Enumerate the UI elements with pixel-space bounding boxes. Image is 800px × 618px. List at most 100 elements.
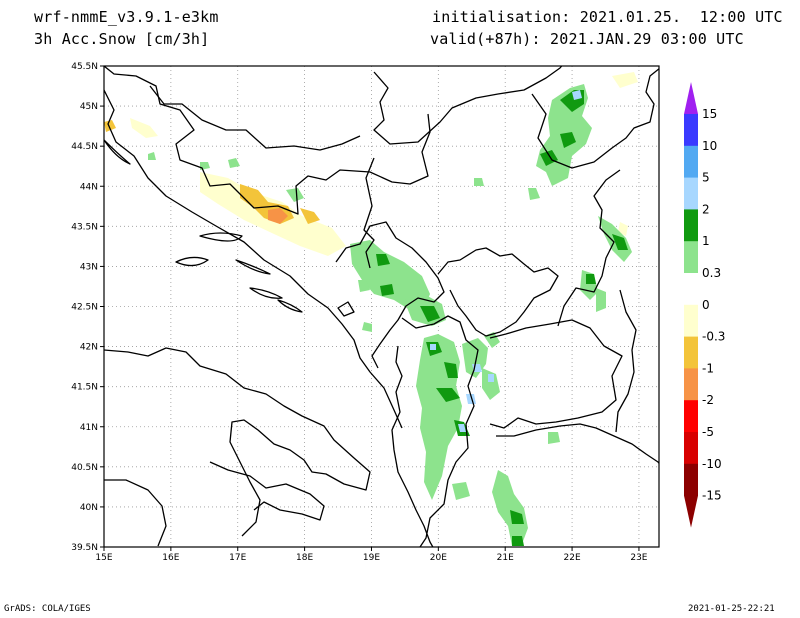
snow-field-dark-green: [540, 150, 558, 166]
snow-field-light-blue: [572, 90, 582, 100]
colorbar-segment: [684, 432, 698, 465]
lat-tick-label: 43.5N: [71, 222, 98, 232]
lon-tick-label: 18E: [296, 553, 313, 563]
lat-tick-label: 39.5N: [71, 543, 98, 553]
snow-field-dark-green: [444, 362, 458, 378]
colorbar-bottom-triangle: [684, 495, 698, 528]
snow-field-dark-green: [420, 306, 440, 322]
lat-tick-label: 45.5N: [71, 62, 98, 72]
colorbar: 15 10 5 2 1 0.3 0 -0.3 -1 -2 -5 -10 -15: [684, 82, 725, 528]
greece-border: [496, 423, 659, 465]
serbia-north: [373, 66, 563, 145]
snow-field-dark-green: [436, 388, 460, 402]
initialisation-time: initialisation: 2021.01.25. 12:00 UTC: [432, 8, 783, 26]
coastlines-borders: [104, 66, 659, 547]
colorbar-label: -10: [702, 457, 722, 471]
island-4: [249, 287, 283, 299]
lon-tick-label: 17E: [229, 553, 246, 563]
lat-tick-label: 40N: [80, 503, 98, 513]
colorbar-label: -1: [702, 361, 714, 375]
lon-tick-label: 20E: [430, 553, 447, 563]
bulgaria-border: [615, 289, 637, 433]
island-1: [199, 232, 243, 242]
snow-field-yellow: [300, 208, 320, 224]
snow-field-yellow: [104, 120, 116, 132]
snow-field-light-blue: [430, 344, 436, 350]
footer-timestamp: 2021-01-25-22:21: [688, 604, 775, 614]
colorbar-segment: [684, 400, 698, 433]
montenegro-border: [335, 221, 445, 369]
snow-fields: [104, 72, 638, 546]
lat-tick-label: 43N: [80, 262, 98, 272]
lon-tick-label: 23E: [630, 553, 647, 563]
colorbar-label: -5: [702, 425, 714, 439]
colorbar-segment: [684, 304, 698, 338]
colorbar-label: -2: [702, 393, 714, 407]
latitude-labels: 45.5N 45N 44.5N 44N 43.5N 43N 42.5N 42N 41.5N 41N…: [71, 62, 104, 553]
albania-coast: [391, 345, 434, 547]
colorbar-segment: [684, 241, 698, 274]
colorbar-label: 5: [702, 171, 710, 185]
lat-tick-label: 41.5N: [71, 383, 98, 393]
snow-field-dark-green: [560, 132, 576, 148]
snow-field-dark-green: [586, 274, 596, 284]
italy-coast: [104, 347, 371, 537]
lat-tick-label: 41N: [80, 423, 98, 433]
valid-time: valid(+87h): 2021.JAN.29 03:00 UTC: [430, 30, 744, 48]
lat-tick-label: 40.5N: [71, 463, 98, 473]
colorbar-segment: [684, 368, 698, 401]
snow-field-light-green: [492, 470, 528, 546]
serbia-east-border: [531, 67, 659, 169]
snow-field-light-green: [228, 158, 240, 168]
colorbar-top-triangle: [684, 82, 698, 114]
longitude-labels: 15E 16E 17E 18E 19E 20E 21E 22E 23E: [95, 547, 648, 563]
colorbar-label: -0.3: [702, 330, 725, 344]
snow-field-dark-green: [612, 234, 628, 250]
snow-field-dark-green: [380, 284, 394, 296]
lat-tick-label: 42N: [80, 343, 98, 353]
colorbar-label: 10: [702, 139, 717, 153]
lat-tick-label: 44.5N: [71, 142, 98, 152]
lon-tick-label: 19E: [363, 553, 380, 563]
gulf-of-taranto: [209, 461, 325, 521]
lat-tick-label: 45N: [80, 102, 98, 112]
serbia-bulgaria-border: [557, 169, 621, 327]
colorbar-label: 15: [702, 107, 717, 121]
snow-field-light-blue: [466, 394, 476, 404]
snow-field-light-green: [362, 322, 372, 332]
colorbar-segment: [684, 336, 698, 369]
snow-field-light-green: [452, 482, 470, 500]
snow-field-light-green: [148, 152, 156, 160]
lon-tick-label: 22E: [564, 553, 581, 563]
lon-tick-label: 15E: [95, 553, 112, 563]
snow-field-light-green: [358, 280, 370, 292]
bosnia-serbia-border: [363, 157, 375, 269]
macedonia-border: [489, 319, 623, 429]
snow-field-light-yellow: [130, 118, 158, 138]
snow-field-dark-green: [510, 510, 524, 524]
colorbar-segment: [684, 463, 698, 497]
snow-field-light-yellow: [612, 72, 638, 88]
snow-field-orange: [268, 208, 288, 224]
snow-field-light-green: [596, 288, 606, 312]
lat-tick-label: 42.5N: [71, 303, 98, 313]
snow-field-light-green: [528, 188, 540, 200]
adriatic-coast-north: [104, 89, 403, 429]
lon-tick-label: 21E: [497, 553, 514, 563]
croatia-bosnia-border: [104, 66, 431, 215]
northern-bosnia-border: [149, 85, 361, 151]
lat-tick-label: 44N: [80, 182, 98, 192]
snow-field-light-green: [286, 188, 304, 202]
colorbar-segment: [684, 114, 698, 147]
colorbar-segment: [684, 177, 698, 210]
colorbar-label: -15: [702, 489, 722, 503]
snow-field-light-blue: [488, 374, 494, 382]
snow-field-light-green: [482, 368, 500, 400]
colorbar-segment: [684, 273, 698, 306]
island-3: [235, 259, 271, 275]
snow-field-light-green: [548, 432, 560, 444]
snow-field-light-blue: [458, 424, 466, 432]
colorbar-label: 2: [702, 202, 710, 216]
snow-field-light-green: [462, 338, 488, 378]
